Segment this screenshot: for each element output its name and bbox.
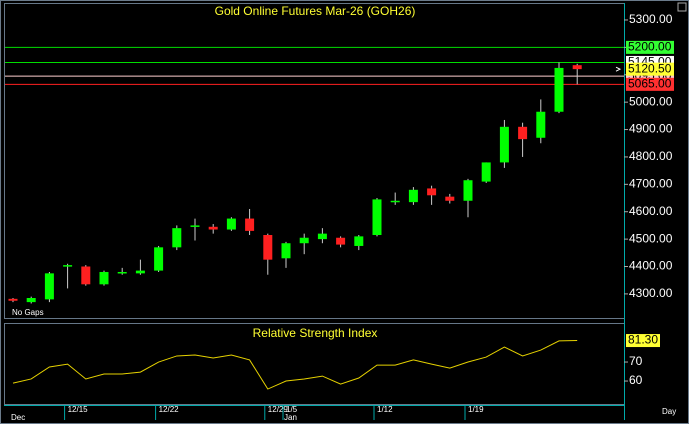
date-label: 12/15	[68, 405, 89, 414]
candle-body	[499, 126, 509, 163]
candle-body	[536, 111, 546, 138]
candle-body	[135, 270, 145, 274]
y-tick-label: 4800.00	[629, 149, 673, 163]
last-price-label: 5120.50	[628, 61, 672, 75]
y-tick-label: 5000.00	[629, 94, 673, 108]
rsi-tick-label: 70	[629, 354, 643, 368]
level-label: 5065.00	[628, 77, 672, 91]
date-label: 1/19	[468, 405, 484, 414]
date-label: 12/22	[159, 405, 180, 414]
month-label: Dec	[11, 413, 25, 422]
candle-body	[299, 237, 309, 244]
rsi-last-bg	[626, 334, 660, 348]
candle-body	[408, 189, 418, 203]
last-price-arrow	[615, 66, 622, 72]
date-label: 1/5	[286, 405, 298, 414]
candle-body	[154, 247, 164, 271]
candle-body	[390, 200, 400, 203]
y-tick-label: 4600.00	[629, 204, 673, 218]
rsi-tick-label: 60	[629, 373, 643, 387]
rsi-last-label: 81.30	[628, 333, 658, 347]
candle-body	[117, 271, 127, 274]
candle-body	[572, 65, 582, 70]
chart-title: Gold Online Futures Mar-26 (GOH26)	[215, 4, 416, 18]
date-label: 12/29	[268, 405, 289, 414]
candle-body	[26, 298, 36, 303]
rsi-title: Relative Strength Index	[253, 326, 378, 340]
y-tick-label: 4700.00	[629, 177, 673, 191]
candle-body	[63, 265, 73, 267]
candle-body	[172, 228, 182, 248]
candle-body	[99, 271, 109, 285]
gaps-note: No Gaps	[12, 308, 44, 317]
candle-body	[263, 235, 273, 260]
candle-body	[518, 126, 528, 140]
candle-body	[245, 218, 255, 231]
candle-body	[8, 298, 18, 301]
candle-body	[427, 188, 437, 196]
candle-body	[44, 273, 54, 300]
last-price-bg	[626, 62, 674, 76]
candle-body	[190, 225, 200, 227]
level-label: 5200.00	[628, 40, 672, 54]
candle-body	[336, 237, 346, 245]
level-label-bg	[626, 40, 674, 54]
candle-body	[281, 243, 291, 259]
candle-body	[372, 199, 382, 236]
date-label: 1/12	[377, 405, 393, 414]
candle-body	[463, 180, 473, 201]
candle-body	[354, 236, 364, 246]
candle-body	[317, 233, 327, 240]
y-tick-label: 4500.00	[629, 231, 673, 245]
candle-body	[226, 218, 236, 230]
candle-body	[208, 226, 218, 230]
month-label: Jan	[284, 413, 297, 422]
level-label-bg	[626, 77, 674, 91]
y-tick-label: 4900.00	[629, 122, 673, 136]
candle-body	[481, 162, 491, 182]
y-tick-label: 4400.00	[629, 259, 673, 273]
rsi-line	[12, 340, 578, 390]
candle-body	[81, 266, 91, 285]
panel-icon[interactable]	[677, 2, 687, 12]
candle-body	[554, 67, 564, 112]
y-tick-label: 5300.00	[629, 12, 673, 26]
y-tick-label: 4300.00	[629, 286, 673, 300]
candle-body	[445, 196, 455, 201]
period-label: Day	[662, 407, 676, 416]
